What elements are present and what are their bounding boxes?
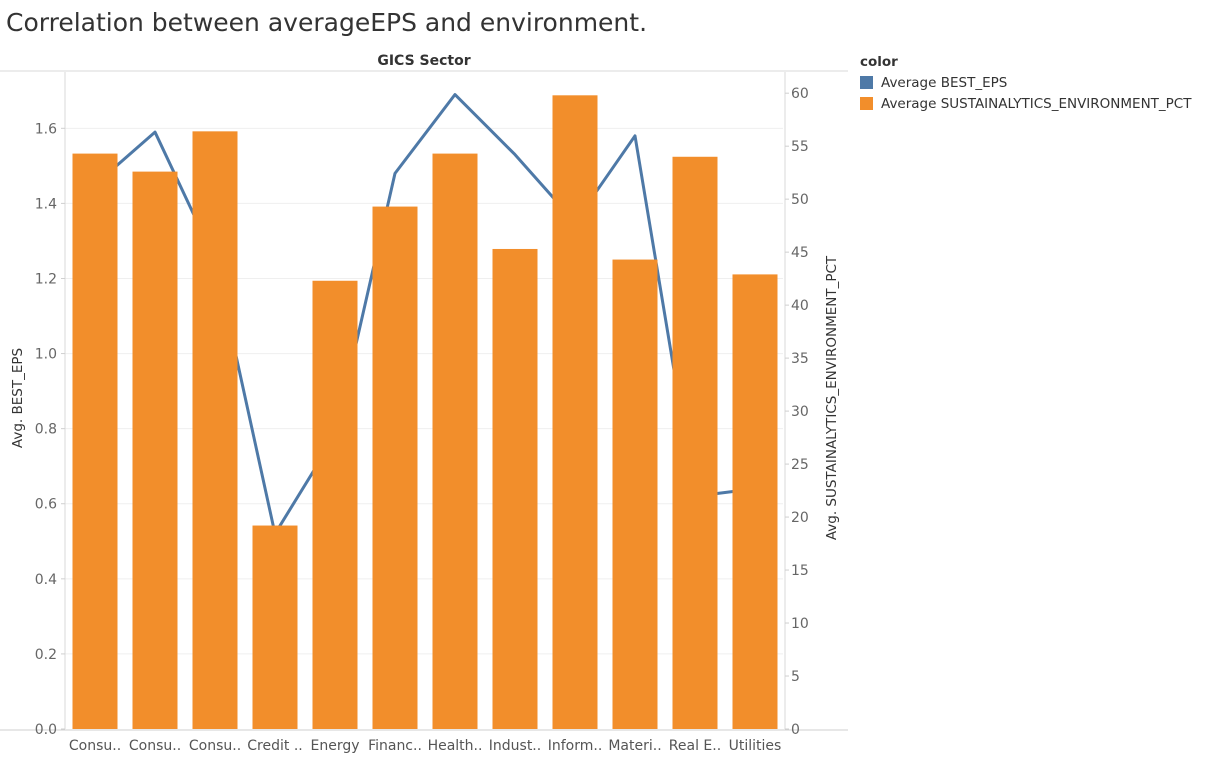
- legend-title: color: [860, 54, 898, 70]
- bar: [552, 95, 598, 729]
- x-tick-label: Inform..: [548, 738, 603, 754]
- y-left-tick-label: 1.6: [35, 121, 57, 137]
- y-right-tick-label: 10: [791, 616, 809, 632]
- bar: [432, 153, 478, 729]
- x-tick-label: Consu..: [129, 738, 181, 754]
- chart-title: Correlation between averageEPS and envir…: [6, 8, 648, 37]
- bar: [492, 248, 538, 729]
- bar: [132, 171, 178, 729]
- y-right-tick-label: 0: [791, 722, 800, 738]
- bar: [372, 206, 418, 729]
- y-right-tick-label: 25: [791, 457, 809, 473]
- bar: [252, 525, 298, 729]
- legend-label-eps: Average BEST_EPS: [881, 74, 1008, 91]
- column-header: GICS Sector: [377, 53, 470, 69]
- legend-label-environment: Average SUSTAINALYTICS_ENVIRONMENT_PCT: [881, 95, 1192, 112]
- bar: [612, 259, 658, 729]
- x-tick-label: Materi..: [608, 738, 661, 754]
- y-right-tick-label: 35: [791, 351, 809, 367]
- gridlines: [65, 127, 783, 655]
- bar: [312, 280, 358, 729]
- x-tick-label: Consu..: [189, 738, 241, 754]
- y-right-tick-label: 50: [791, 192, 809, 208]
- legend-item-environment[interactable]: Average SUSTAINALYTICS_ENVIRONMENT_PCT: [860, 93, 1191, 114]
- bar: [672, 156, 718, 730]
- legend-item-eps[interactable]: Average BEST_EPS: [860, 72, 1191, 93]
- bar: [72, 153, 118, 729]
- x-tick-label: Financ..: [368, 738, 422, 754]
- y-left-tick-label: 1.4: [35, 196, 57, 212]
- legend-swatch-eps: [860, 76, 873, 89]
- y-left-tick-label: 0.0: [35, 722, 57, 738]
- y-right-tick-label: 15: [791, 563, 809, 579]
- y-right-tick-label: 30: [791, 404, 809, 420]
- x-tick-label: Real E..: [669, 738, 721, 754]
- legend-swatch-environment: [860, 97, 873, 110]
- x-tick-label: Consu..: [69, 738, 121, 754]
- y-left-tick-label: 0.6: [35, 497, 57, 513]
- bar: [732, 274, 778, 729]
- y-right-tick-label: 45: [791, 245, 809, 261]
- y-left-tick-label: 0.2: [35, 647, 57, 663]
- y-right-tick-label: 20: [791, 510, 809, 526]
- x-tick-label: Health..: [428, 738, 483, 754]
- y-axis-right-title: Avg. SUSTAINALYTICS_ENVIRONMENT_PCT: [824, 255, 840, 540]
- y-left-tick-label: 1.2: [35, 271, 57, 287]
- y-right-tick-label: 60: [791, 86, 809, 102]
- axes: 0.0 0.2 0.4 0.6 0.8 1.0 1.2 1.4 1.6 0 5 10 15 20 25 30 3…: [0, 70, 848, 754]
- bar-series: [72, 95, 778, 730]
- y-left-tick-label: 0.4: [35, 572, 57, 588]
- y-left-tick-label: 0.8: [35, 422, 57, 438]
- x-tick-label: Indust..: [489, 738, 541, 754]
- x-tick-label: Energy: [310, 738, 359, 754]
- y-right-tick-label: 40: [791, 298, 809, 314]
- y-axis-left-title: Avg. BEST_EPS: [10, 348, 26, 448]
- y-left-tick-label: 1.0: [35, 347, 57, 363]
- bar: [192, 131, 238, 730]
- legend: color Average BEST_EPS Average SUSTAINAL…: [860, 54, 1191, 114]
- x-tick-label: Credit ..: [247, 738, 302, 754]
- y-right-tick-label: 55: [791, 139, 809, 155]
- y-right-tick-label: 5: [791, 669, 800, 685]
- x-tick-label: Utilities: [729, 738, 782, 754]
